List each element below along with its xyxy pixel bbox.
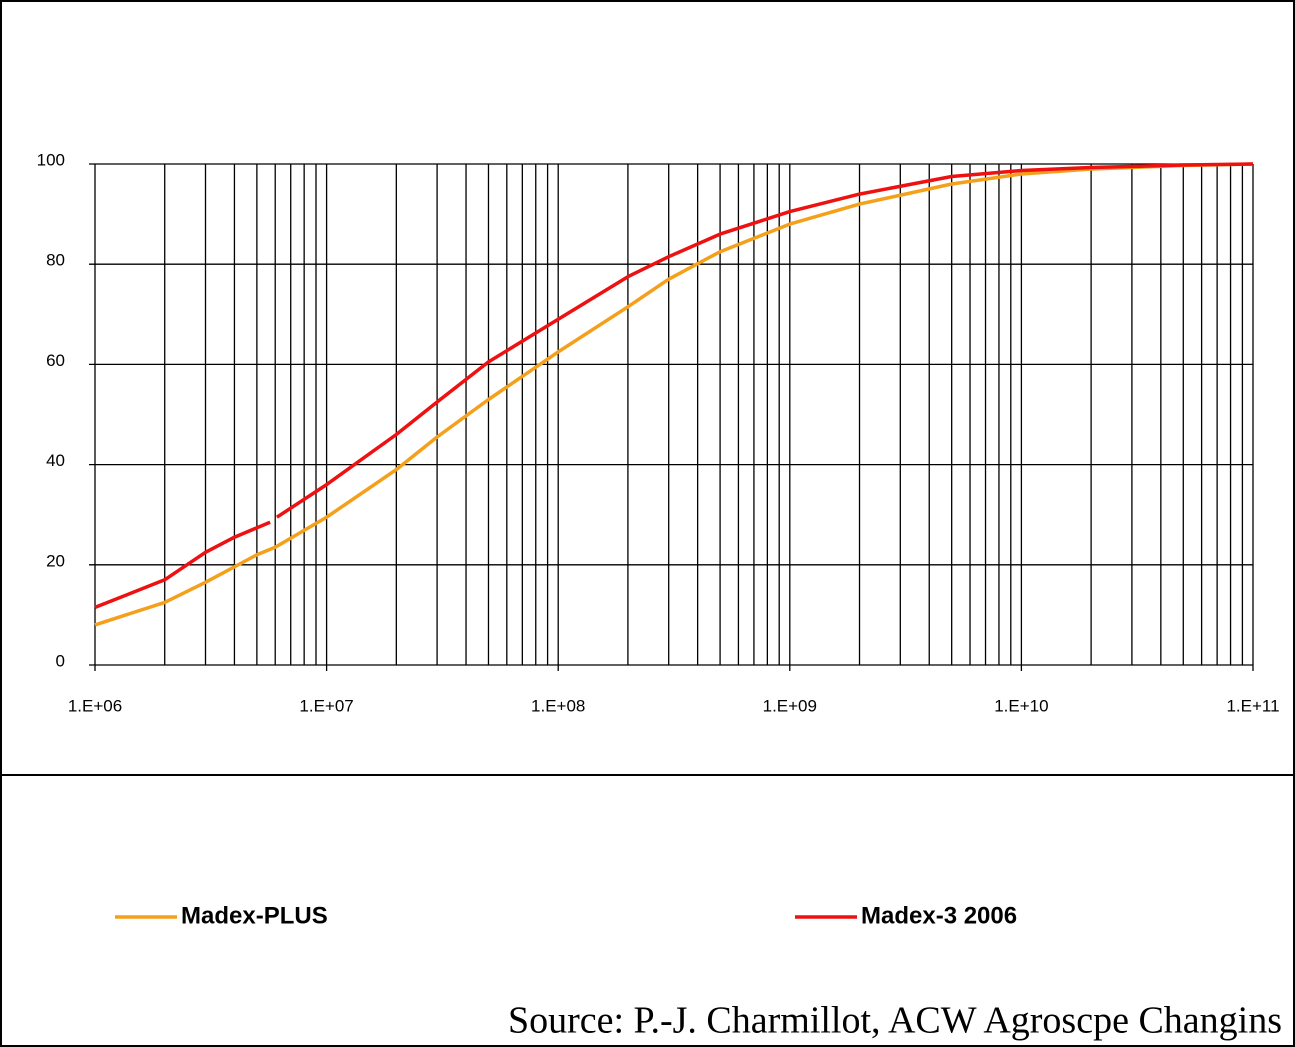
source: Source: P.-J. Charmillot, ACW Agroscpe C… [508, 1000, 1282, 1042]
y-tick-label: 60 [46, 351, 65, 370]
y-tick-label: 100 [37, 150, 65, 169]
series-line [94, 162, 1254, 627]
series-line [94, 162, 1254, 610]
y-tick-label: 40 [46, 451, 65, 470]
x-tick-label: 1.E+11 [1226, 696, 1279, 715]
x-tick-label: 1.E+06 [68, 696, 122, 715]
x-tick-label: 1.E+07 [299, 696, 353, 715]
x-tick-label: 1.E+09 [763, 696, 817, 715]
legend-label: Madex-3 2006 [861, 902, 1017, 929]
y-tick-label: 20 [46, 551, 65, 570]
x-tick-label: 1.E+08 [531, 696, 585, 715]
legend-label: Madex-PLUS [181, 902, 328, 929]
y-tick-label: 0 [56, 651, 65, 670]
y-tick-label: 80 [46, 251, 65, 270]
x-tick-label: 1.E+10 [994, 696, 1048, 715]
